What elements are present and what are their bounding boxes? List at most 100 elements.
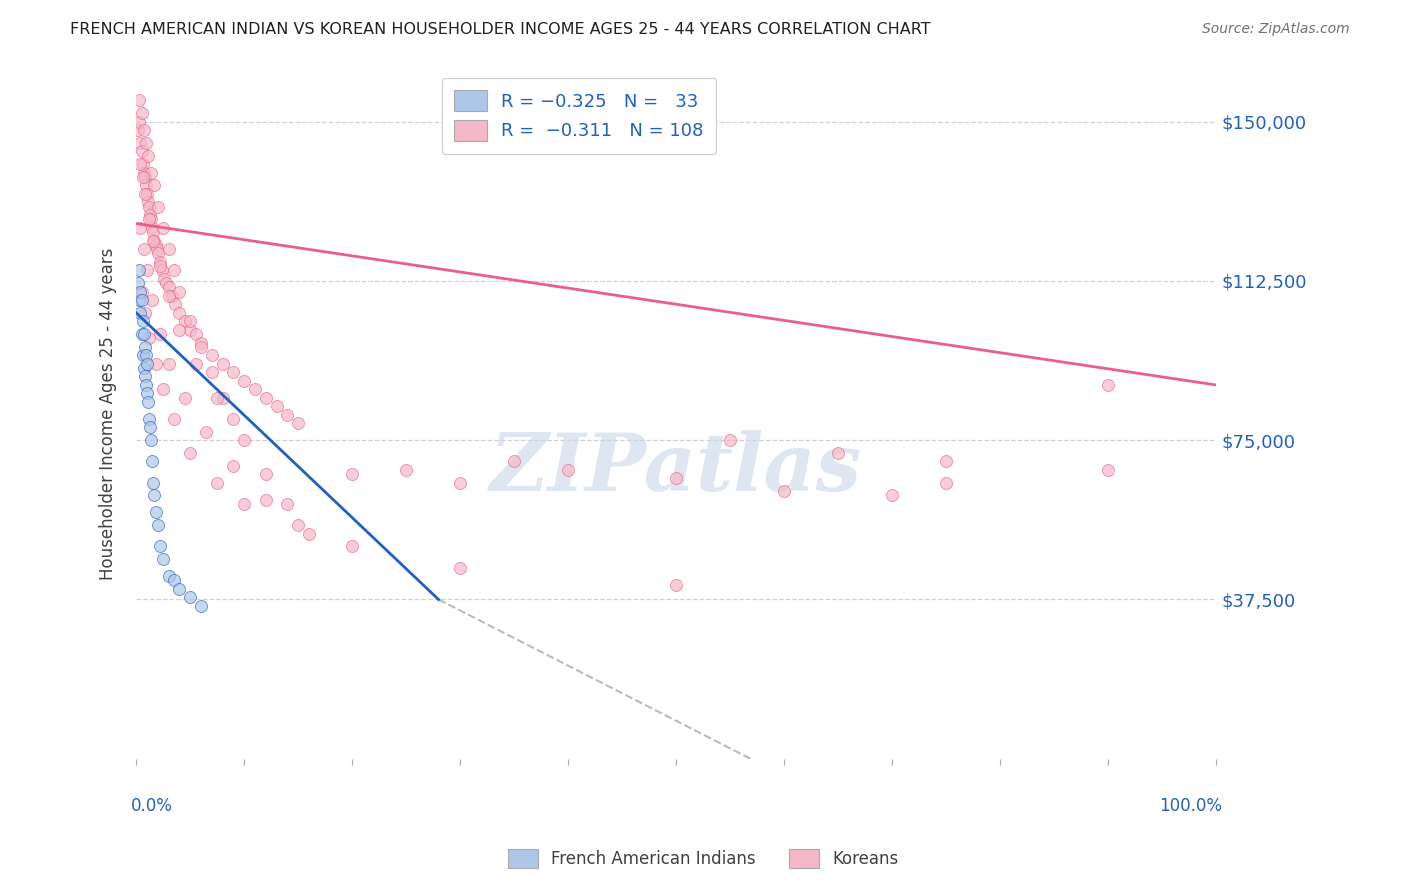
Point — [169, 323, 191, 337]
Point — [179, 591, 201, 605]
Point — [131, 285, 153, 299]
Point — [157, 357, 180, 371]
Text: ZIPatlas: ZIPatlas — [491, 430, 862, 508]
Point — [129, 220, 152, 235]
Point — [136, 148, 159, 162]
Point — [201, 365, 224, 379]
Point — [557, 463, 579, 477]
Point — [138, 331, 160, 345]
Point — [128, 263, 150, 277]
Point — [205, 391, 228, 405]
Point — [131, 314, 153, 328]
Point — [190, 335, 212, 350]
Point — [184, 357, 207, 371]
Point — [143, 488, 166, 502]
Point — [254, 467, 277, 482]
Point — [135, 186, 157, 201]
Point — [149, 254, 172, 268]
Point — [143, 234, 166, 248]
Point — [145, 357, 167, 371]
Point — [129, 157, 152, 171]
Point — [718, 433, 741, 447]
Point — [1097, 378, 1119, 392]
Point — [149, 540, 172, 554]
Point — [128, 114, 150, 128]
Point — [136, 195, 159, 210]
Point — [243, 382, 266, 396]
Point — [163, 574, 186, 588]
Point — [135, 136, 157, 150]
Point — [129, 306, 152, 320]
Point — [205, 475, 228, 490]
Point — [135, 348, 157, 362]
Point — [665, 577, 688, 591]
Point — [132, 361, 155, 376]
Point — [141, 212, 163, 227]
Point — [131, 106, 153, 120]
Legend: French American Indians, Koreans: French American Indians, Koreans — [501, 842, 905, 875]
Point — [132, 165, 155, 179]
Point — [179, 446, 201, 460]
Point — [134, 340, 156, 354]
Point — [163, 297, 186, 311]
Point — [136, 395, 159, 409]
Point — [201, 348, 224, 362]
Point — [139, 420, 162, 434]
Point — [134, 306, 156, 320]
Point — [254, 492, 277, 507]
Point — [665, 471, 688, 485]
Point — [142, 475, 165, 490]
Point — [138, 412, 160, 426]
Point — [169, 285, 191, 299]
Point — [142, 234, 165, 248]
Point — [131, 157, 153, 171]
Point — [128, 94, 150, 108]
Point — [145, 237, 167, 252]
Text: 0.0%: 0.0% — [131, 797, 173, 814]
Point — [827, 446, 849, 460]
Point — [157, 289, 180, 303]
Point — [233, 374, 256, 388]
Point — [146, 246, 169, 260]
Point — [160, 289, 183, 303]
Point — [157, 242, 180, 256]
Point — [150, 263, 173, 277]
Point — [146, 518, 169, 533]
Point — [131, 348, 153, 362]
Point — [155, 276, 177, 290]
Point — [233, 433, 256, 447]
Point — [395, 463, 418, 477]
Point — [222, 412, 245, 426]
Point — [157, 280, 180, 294]
Point — [146, 200, 169, 214]
Point — [449, 560, 471, 574]
Point — [233, 497, 256, 511]
Point — [276, 408, 298, 422]
Point — [149, 259, 172, 273]
Point — [131, 145, 153, 159]
Point — [211, 391, 233, 405]
Point — [142, 225, 165, 239]
Point — [129, 285, 152, 299]
Point — [287, 416, 309, 430]
Text: Source: ZipAtlas.com: Source: ZipAtlas.com — [1202, 22, 1350, 37]
Point — [163, 412, 186, 426]
Point — [169, 582, 191, 596]
Point — [139, 208, 162, 222]
Point — [211, 357, 233, 371]
Point — [135, 386, 157, 401]
Point — [152, 220, 174, 235]
Point — [135, 378, 157, 392]
Point — [138, 200, 160, 214]
Point — [131, 293, 153, 307]
Point — [276, 497, 298, 511]
Point — [141, 454, 163, 468]
Point — [134, 186, 156, 201]
Point — [135, 178, 157, 193]
Point — [143, 178, 166, 193]
Point — [141, 165, 163, 179]
Point — [153, 272, 176, 286]
Point — [134, 169, 156, 184]
Point — [298, 526, 321, 541]
Point — [129, 136, 152, 150]
